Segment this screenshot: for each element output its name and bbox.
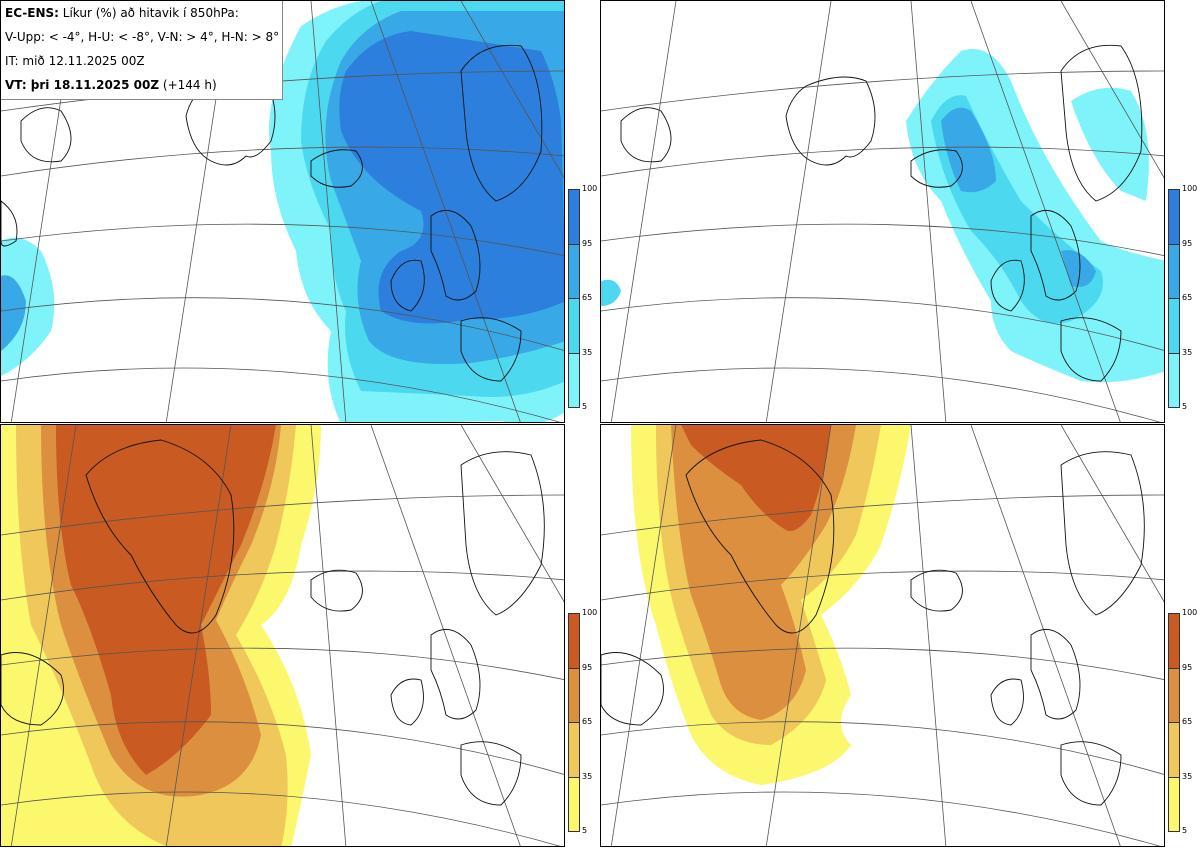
colorbar-segment (1168, 352, 1180, 408)
probability-field (601, 49, 1164, 383)
colorbar-tick-label: 100 (582, 608, 598, 617)
coastlines (620, 44, 1143, 382)
colorbar-segment (568, 189, 580, 245)
colorbar-segment (568, 613, 580, 669)
coastlines (601, 439, 1145, 806)
graticule (1, 425, 564, 846)
forecast-info-box: EC-ENS: Líkur (%) að hitavik í 850hPa: V… (1, 1, 283, 100)
colorbar-segment (1168, 667, 1180, 723)
info-thresholds: V-Upp: < -4°, H-U: < -8°, V-N: > 4°, H-N… (5, 30, 280, 44)
probability-field (1, 425, 321, 846)
colorbar-segment (1168, 189, 1180, 245)
coastlines (1, 44, 543, 382)
colorbar-tick-label: 65 (582, 717, 593, 726)
colorbar-tick-label: 95 (582, 662, 593, 672)
colorbar-blue-tl: 100 95 65 35 5 (568, 185, 608, 411)
colorbar-segment (568, 776, 580, 832)
probability-map (601, 425, 1164, 846)
colorbar-tick-label: 65 (1182, 717, 1193, 726)
colorbar-tick-label: 65 (1182, 293, 1193, 302)
probability-field (631, 425, 911, 785)
map-panel-cold-4: EC-ENS: Líkur (%) að hitavik í 850hPa: V… (0, 0, 565, 423)
colorbar-tick-label: 65 (582, 293, 593, 302)
probability-map (601, 1, 1164, 422)
map-panel-warm-8 (600, 424, 1165, 847)
colorbar-tick-label: 100 (582, 184, 598, 193)
info-init-time: IT: mið 12.11.2025 00Z (5, 54, 145, 68)
colorbar-tick-label: 5 (582, 826, 588, 835)
colorbar-tick-label: 35 (582, 771, 593, 781)
colorbar-segment (1168, 776, 1180, 832)
coastlines (1, 439, 545, 806)
colorbar-orange-br: 100 95 65 35 5 (1168, 609, 1200, 835)
colorbar-tick-label: 100 (1182, 608, 1198, 617)
probability-map (1, 1, 564, 422)
colorbar-segment (1168, 613, 1180, 669)
colorbar-blue-tr: 100 95 65 35 5 (1168, 185, 1200, 411)
colorbar-tick-label: 35 (1182, 347, 1193, 357)
graticule (601, 425, 1164, 846)
colorbar-tick-label: 100 (1182, 184, 1198, 193)
colorbar-segment (568, 667, 580, 723)
colorbar-tick-label: 35 (1182, 771, 1193, 781)
colorbar-tick-label: 35 (582, 347, 593, 357)
colorbar-segment (1168, 298, 1180, 354)
graticule (601, 1, 1164, 422)
probability-map (1, 425, 564, 846)
colorbar-tick-label: 5 (1182, 826, 1188, 835)
info-lead-time: (+144 h) (162, 78, 217, 92)
colorbar-segment (568, 352, 580, 408)
colorbar-tick-label: 5 (582, 402, 588, 411)
colorbar-segment (568, 243, 580, 299)
colorbar-segment (1168, 722, 1180, 778)
colorbar-orange-bl: 100 95 65 35 5 (568, 609, 608, 835)
map-panel-cold-8 (600, 0, 1165, 423)
info-model: EC-ENS: (5, 6, 59, 20)
colorbar-tick-label: 95 (1182, 662, 1193, 672)
graticule (1, 1, 564, 422)
colorbar-segment (1168, 243, 1180, 299)
colorbar-tick-label: 5 (1182, 402, 1188, 411)
colorbar-tick-label: 95 (582, 238, 593, 248)
info-title: Líkur (%) að hitavik í 850hPa: (62, 6, 239, 20)
colorbar-segment (568, 298, 580, 354)
colorbar-segment (568, 722, 580, 778)
info-valid-time: VT: þri 18.11.2025 00Z (5, 78, 160, 92)
colorbar-tick-label: 95 (1182, 238, 1193, 248)
map-panel-warm-4 (0, 424, 565, 847)
probability-field (1, 1, 564, 422)
